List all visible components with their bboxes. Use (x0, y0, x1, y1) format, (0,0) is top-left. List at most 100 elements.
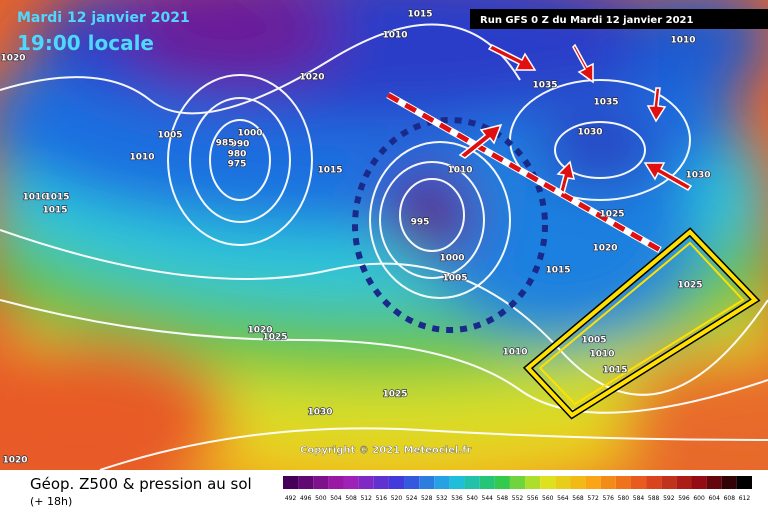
legend-label: 588 (648, 495, 660, 502)
copyright: Copyright © 2021 Meteociel.fr (300, 445, 471, 456)
legend-swatch (283, 476, 299, 489)
isobar-label: 1010 (589, 350, 614, 360)
legend-swatch (630, 476, 647, 489)
isobar-label: 1020 (299, 73, 324, 83)
isobar-label: 995 (411, 218, 430, 228)
legend-label: 568 (572, 495, 584, 502)
isobar-label: 1030 (577, 128, 602, 138)
arrows (458, 43, 693, 195)
legend-swatch (388, 476, 405, 489)
run-info: Run GFS 0 Z du Mardi 12 janvier 2021 (480, 15, 693, 26)
legend-label: 560 (542, 495, 554, 502)
legend-swatch (646, 476, 662, 489)
isobar-label: 1035 (532, 81, 557, 91)
legend-swatch (691, 476, 707, 489)
legend-label: 532 (436, 495, 448, 502)
legend-swatch (313, 476, 329, 489)
isobar-label: 1005 (442, 274, 467, 284)
zone-box (525, 229, 759, 418)
isobar-label: 1010 (382, 31, 407, 41)
legend-label: 580 (618, 495, 630, 502)
legend-swatch (419, 476, 435, 489)
isobar-label: 1010 (502, 348, 527, 358)
legend-label: 600 (693, 495, 705, 502)
isobar-label: 1030 (307, 408, 332, 418)
legend-label: 596 (678, 495, 690, 502)
run-banner (470, 9, 768, 29)
isobar-label: 1030 (685, 171, 710, 181)
isobar-label: 1025 (262, 333, 287, 343)
legend-label: 548 (497, 495, 509, 502)
legend-swatch (540, 476, 556, 489)
legend-label: 520 (391, 495, 403, 502)
legend-swatch (555, 476, 571, 489)
legend-swatch (676, 476, 692, 489)
date: Mardi 12 janvier 2021 (17, 10, 190, 26)
legend-label: 544 (482, 495, 494, 502)
isobar-labels: 1015101010201020103510351030101010051010… (0, 9, 711, 466)
legend-swatch (404, 476, 420, 489)
local-time: 19:00 locale (17, 31, 154, 55)
isobar-label: 1005 (581, 336, 606, 346)
legend-swatch (298, 476, 314, 489)
isobar-label: 1010 (670, 36, 695, 46)
isobar-label: 1000 (237, 129, 262, 139)
legend-label: 500 (315, 495, 327, 502)
legend-swatch (328, 476, 344, 489)
isobar-label: 1025 (382, 390, 407, 400)
legend: 492 496 500 504 508 512 516 520 524 528 532 536 540 5… (283, 476, 752, 502)
legend-swatch (721, 476, 737, 489)
legend-swatch (464, 476, 480, 489)
legend-swatch (434, 476, 450, 489)
isobar-label: 1035 (593, 98, 618, 108)
legend-label: 584 (633, 495, 645, 502)
legend-label: 556 (527, 495, 539, 502)
isobar-label: 1015 (317, 166, 342, 176)
legend-swatch (585, 476, 601, 489)
footer-title: Géop. Z500 & pression au sol (30, 475, 252, 493)
legend-swatch (358, 476, 374, 489)
isobar-label: 1015 (407, 10, 432, 20)
legend-swatch (600, 476, 616, 489)
legend-label: 604 (708, 495, 720, 502)
legend-swatch (661, 476, 677, 489)
legend-swatch (570, 476, 586, 489)
legend-swatch (736, 476, 752, 489)
isobar-label: 1010 (447, 166, 472, 176)
legend-label: 492 (285, 495, 297, 502)
legend-swatch (615, 476, 631, 489)
legend-swatch (494, 476, 510, 489)
legend-label: 540 (466, 495, 478, 502)
legend-label: 524 (406, 495, 418, 502)
isobar-label: 990 (231, 140, 250, 150)
isobar-label: 1010 (22, 193, 47, 203)
lead-time: (+ 18h) (30, 495, 72, 508)
trough-line (386, 92, 662, 253)
legend-label: 608 (724, 495, 736, 502)
isobar-label: 1010 (129, 153, 154, 163)
zone-box-inner (538, 241, 745, 406)
isobar-label: 1015 (44, 193, 69, 203)
isobar-label: 1015 (42, 206, 67, 216)
legend-swatch (449, 476, 465, 489)
legend-label: 592 (663, 495, 675, 502)
legend-label: 508 (345, 495, 357, 502)
legend-swatch (343, 476, 359, 489)
legend-label: 496 (300, 495, 312, 502)
legend-swatch (373, 476, 389, 489)
legend-label: 516 (376, 495, 388, 502)
legend-label: 564 (557, 495, 569, 502)
isobar-label: 1025 (677, 281, 702, 291)
isobar-label: 1005 (157, 131, 182, 141)
legend-label: 504 (330, 495, 342, 502)
isobar-label: 1020 (592, 244, 617, 254)
isobar-label: 1020 (0, 54, 25, 64)
legend-label: 576 (603, 495, 615, 502)
isobar-label: 1025 (599, 210, 624, 220)
legend-swatch (509, 476, 526, 489)
legend-swatch (525, 476, 541, 489)
isobar-label: 1000 (439, 254, 464, 264)
isobar-label: 1015 (545, 266, 570, 276)
